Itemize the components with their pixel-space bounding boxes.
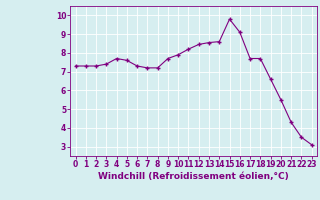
X-axis label: Windchill (Refroidissement éolien,°C): Windchill (Refroidissement éolien,°C) xyxy=(98,172,289,181)
